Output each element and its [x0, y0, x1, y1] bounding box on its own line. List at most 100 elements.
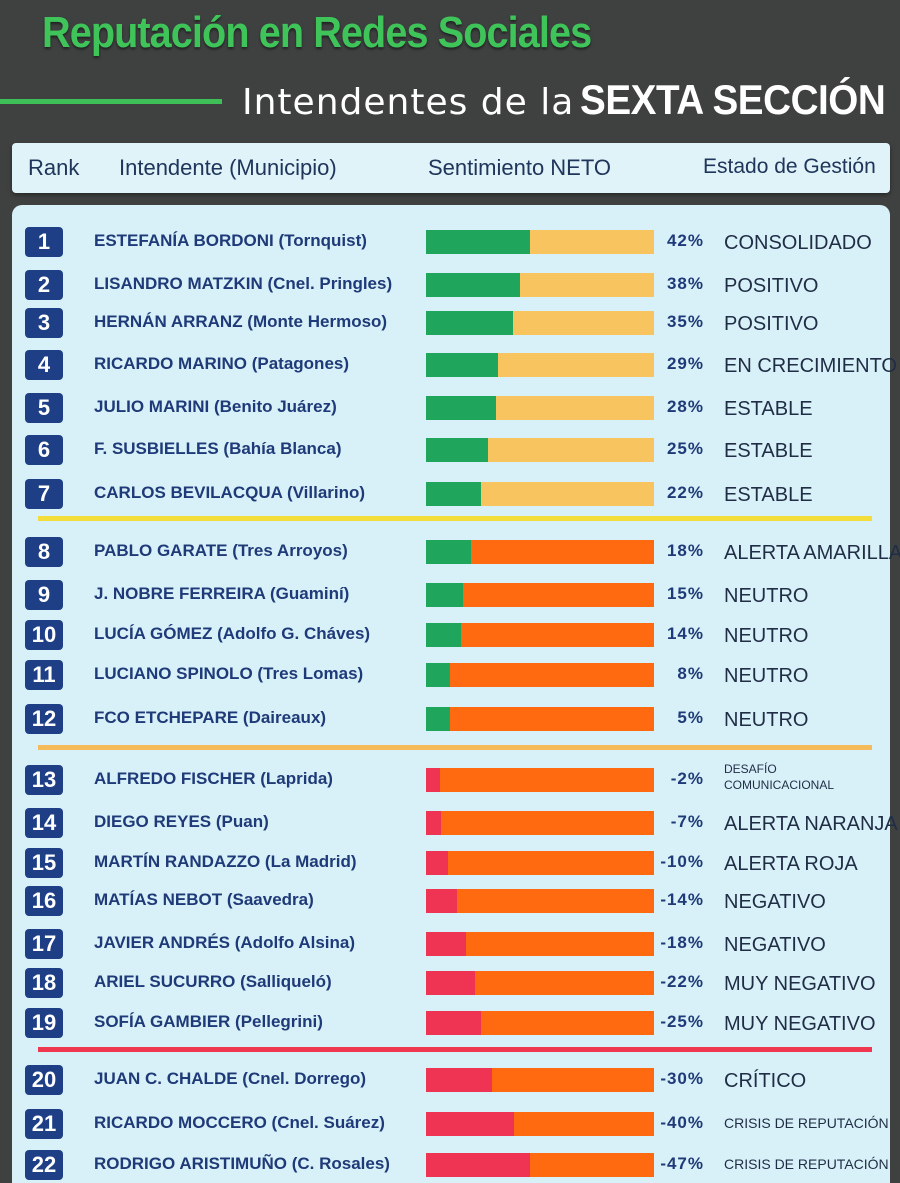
negative-segment — [426, 1112, 514, 1136]
negative-segment — [426, 1153, 530, 1177]
col-intendente: Intendente (Municipio) — [119, 155, 337, 180]
status-label: MUY NEGATIVO — [724, 1013, 876, 1035]
status-label: NEGATIVO — [724, 891, 826, 913]
intendente-name: ALFREDO FISCHER (Laprida) — [94, 769, 333, 788]
sentiment-bar — [426, 851, 654, 875]
sentiment-value: -10% — [660, 852, 704, 871]
sentiment-value: -18% — [660, 933, 704, 952]
remainder-segment — [475, 971, 654, 995]
sentiment-bar — [426, 932, 654, 956]
col-estado: Estado de Gestión — [703, 155, 876, 178]
sentiment-value: 22% — [666, 483, 704, 502]
positive-segment — [426, 583, 463, 607]
status-label: CRISIS DE REPUTACIÓN — [724, 1115, 889, 1131]
negative-segment — [426, 768, 440, 792]
intendente-name: HERNÁN ARRANZ (Monte Hermoso) — [94, 312, 388, 331]
rank-badge: 5 — [25, 393, 63, 423]
status-label: DESAFÍO COMUNICACIONAL — [724, 762, 835, 792]
positive-segment — [426, 438, 488, 462]
sentiment-bar — [426, 311, 654, 335]
sentiment-bar — [426, 811, 654, 835]
intendente-name: DIEGO REYES (Puan) — [94, 812, 269, 831]
sentiment-bar — [426, 1068, 654, 1092]
sentiment-value: 18% — [666, 541, 704, 560]
intendente-name: JUAN C. CHALDE (Cnel. Dorrego) — [94, 1069, 367, 1088]
sentiment-bar — [426, 663, 654, 687]
intendente-name: JAVIER ANDRÉS (Adolfo Alsina) — [94, 933, 355, 952]
intendente-name: LUCÍA GÓMEZ (Adolfo G. Cháves) — [94, 624, 371, 643]
group-separator — [38, 516, 872, 521]
remainder-segment — [441, 811, 654, 835]
positive-segment — [426, 707, 450, 731]
sentiment-value: -14% — [660, 890, 704, 909]
positive-segment — [426, 663, 450, 687]
sentiment-bar — [426, 889, 654, 913]
status-label: ESTABLE — [724, 398, 813, 420]
sentiment-bar — [426, 230, 654, 254]
rank-badge: 12 — [25, 704, 63, 734]
status-label: CRÍTICO — [724, 1070, 807, 1092]
sentiment-value: 25% — [666, 439, 704, 458]
status-label: ALERTA NARANJA — [724, 813, 898, 835]
sentiment-value: 14% — [666, 624, 704, 643]
col-rank: Rank — [28, 155, 80, 180]
sentiment-bar — [426, 583, 654, 607]
status-label: ESTABLE — [724, 484, 813, 506]
sentiment-value: -47% — [660, 1154, 704, 1173]
positive-segment — [426, 396, 496, 420]
column-header-bar: Rank Intendente (Municipio) Sentimiento … — [12, 143, 890, 193]
rank-badge: 20 — [25, 1065, 63, 1095]
rank-badge: 10 — [25, 620, 63, 650]
rank-badge: 22 — [25, 1150, 63, 1180]
sentiment-value: 8% — [677, 664, 704, 683]
sentiment-value: 15% — [666, 584, 704, 603]
remainder-segment — [471, 540, 654, 564]
sentiment-value: -25% — [660, 1012, 704, 1031]
remainder-segment — [448, 851, 654, 875]
positive-segment — [426, 623, 461, 647]
intendente-name: SOFÍA GAMBIER (Pellegrini) — [94, 1012, 323, 1031]
sentiment-bar — [426, 623, 654, 647]
status-label: EN CRECIMIENTO — [724, 355, 897, 377]
remainder-segment — [481, 482, 654, 506]
rank-badge: 1 — [25, 227, 63, 257]
title-underline — [0, 99, 222, 104]
subtitle-strong: SEXTA SECCIÓN — [580, 76, 886, 123]
status-label: ESTABLE — [724, 440, 813, 462]
rank-badge: 4 — [25, 350, 63, 380]
rank-badge: 17 — [25, 929, 63, 959]
sentiment-value: 42% — [666, 231, 704, 250]
subtitle-light: Intendentes de la — [242, 82, 575, 123]
remainder-segment — [496, 396, 654, 420]
status-label: NEUTRO — [724, 585, 809, 607]
intendente-name: FCO ETCHEPARE (Daireaux) — [94, 708, 327, 727]
remainder-segment — [530, 230, 654, 254]
status-label: MUY NEGATIVO — [724, 973, 876, 995]
rank-badge: 7 — [25, 479, 63, 509]
remainder-segment — [450, 663, 654, 687]
positive-segment — [426, 230, 530, 254]
positive-segment — [426, 311, 513, 335]
rank-badge: 16 — [25, 886, 63, 916]
rank-badge: 18 — [25, 968, 63, 998]
sentiment-value: -2% — [670, 769, 704, 788]
sentiment-value: 28% — [666, 397, 704, 416]
col-sentimiento: Sentimiento NETO — [428, 155, 612, 180]
positive-segment — [426, 353, 498, 377]
remainder-segment — [481, 1011, 654, 1035]
rank-badge: 19 — [25, 1008, 63, 1038]
sentiment-bar — [426, 1011, 654, 1035]
remainder-segment — [514, 1112, 654, 1136]
intendente-name: F. SUSBIELLES (Bahía Blanca) — [94, 439, 342, 458]
status-label: POSITIVO — [724, 275, 819, 297]
sentiment-value: -30% — [660, 1069, 704, 1088]
remainder-segment — [492, 1068, 654, 1092]
remainder-segment — [440, 768, 654, 792]
sentiment-value: -7% — [670, 812, 704, 831]
sentiment-bar — [426, 540, 654, 564]
remainder-segment — [520, 273, 654, 297]
positive-segment — [426, 273, 520, 297]
intendente-name: RODRIGO ARISTIMUÑO (C. Rosales) — [94, 1154, 390, 1173]
status-label: NEUTRO — [724, 665, 809, 687]
sentiment-value: 38% — [666, 274, 704, 293]
